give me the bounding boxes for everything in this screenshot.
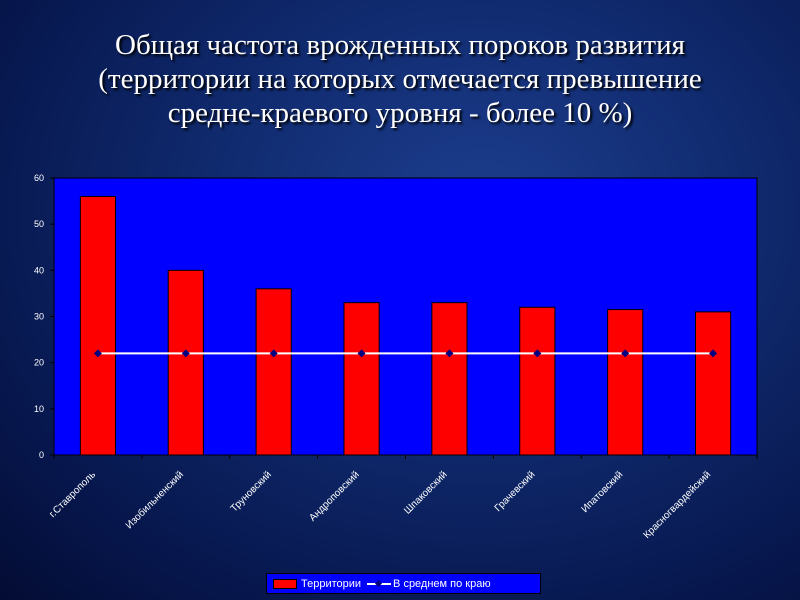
bar bbox=[431, 302, 468, 456]
average-marker bbox=[357, 349, 366, 358]
bar bbox=[519, 306, 556, 456]
average-marker bbox=[181, 349, 190, 358]
plot-area bbox=[53, 177, 758, 456]
legend-label-line: В среднем по краю bbox=[393, 577, 491, 590]
x-tick-label: Изобильненский bbox=[123, 469, 186, 532]
bar bbox=[694, 311, 732, 456]
average-marker bbox=[269, 349, 278, 358]
y-tick-label: 60 bbox=[34, 173, 44, 183]
average-marker bbox=[533, 349, 542, 358]
bar bbox=[167, 269, 204, 456]
chart-legend: Территории В среднем по краю bbox=[266, 573, 541, 594]
y-tick-label: 20 bbox=[34, 358, 44, 368]
y-tick-label: 10 bbox=[34, 404, 44, 414]
title-line-1: Общая частота врожденных пороков развити… bbox=[115, 29, 685, 61]
x-tick-label: Красногвардейский bbox=[642, 469, 714, 541]
title-line-2: (территории на которых отмечается превыш… bbox=[98, 63, 702, 95]
y-tick-label: 40 bbox=[34, 265, 44, 275]
bar bbox=[255, 288, 292, 456]
average-marker bbox=[93, 349, 102, 358]
x-tick-label: Грачевский bbox=[493, 469, 538, 514]
x-tick-label: Андроповский bbox=[307, 469, 361, 523]
average-marker bbox=[445, 349, 454, 358]
average-marker bbox=[709, 349, 718, 358]
x-tick-label: Ипатовский bbox=[580, 469, 626, 515]
x-tick-label: г.Ставрополь bbox=[47, 469, 98, 520]
average-marker bbox=[621, 349, 630, 358]
legend-swatch-line bbox=[367, 579, 392, 589]
bar bbox=[607, 309, 644, 456]
bar bbox=[79, 195, 117, 456]
y-tick-label: 0 bbox=[39, 450, 44, 460]
x-tick-label: Шпаковский bbox=[402, 469, 449, 516]
y-tick-label: 50 bbox=[34, 219, 44, 229]
title-line-3: средне-краевого уровня - более 10 %) bbox=[167, 97, 633, 129]
x-tick-label: Труновский bbox=[229, 469, 274, 514]
legend-swatch-bar bbox=[273, 578, 297, 589]
legend-label-bar: Территории bbox=[301, 577, 362, 590]
bar bbox=[343, 302, 380, 456]
y-tick-label: 30 bbox=[34, 312, 44, 322]
slide-title: Общая частота врожденных пороков развити… bbox=[20, 28, 780, 130]
